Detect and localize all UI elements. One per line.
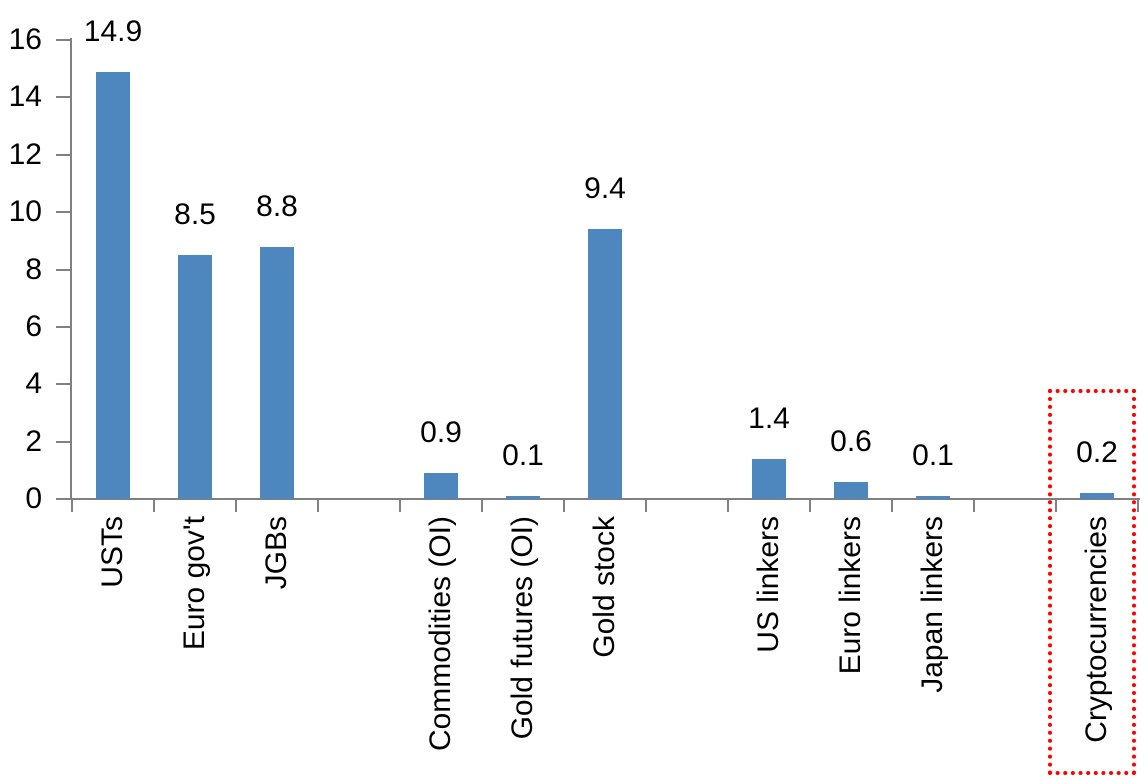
x-axis-line [70, 498, 1140, 500]
bar-value-label: 14.9 [83, 15, 143, 48]
y-axis-tick [56, 383, 70, 386]
y-axis-tick [56, 498, 70, 500]
x-axis-tick [317, 499, 319, 512]
highlight-box [1048, 389, 1136, 775]
bar [96, 72, 130, 499]
y-axis-tick [56, 440, 70, 443]
bar-value-label: 0.1 [502, 439, 544, 472]
category-label: Commodities (OI) [424, 516, 457, 752]
bar-value-label: 8.5 [174, 198, 216, 231]
y-tick-label: 2 [25, 424, 42, 458]
category-label: US linkers [752, 516, 785, 653]
x-axis-tick [481, 499, 483, 512]
x-axis-tick [891, 499, 893, 512]
bar [916, 496, 950, 499]
bar-value-label: 0.6 [830, 425, 872, 458]
y-axis-tick [56, 268, 70, 271]
bar [752, 459, 786, 499]
y-axis-tick [56, 96, 70, 99]
bar [834, 482, 868, 499]
y-tick-label: 16 [8, 23, 42, 56]
category-label: Japan linkers [916, 516, 949, 693]
bar [506, 496, 540, 499]
x-axis-tick [153, 499, 155, 512]
x-axis-tick [973, 499, 975, 512]
x-axis-tick [645, 499, 647, 512]
x-axis-tick [727, 499, 729, 512]
x-axis-tick [399, 499, 401, 512]
bar [260, 247, 294, 499]
y-tick-label: 0 [25, 482, 42, 515]
bar-value-label: 0.9 [420, 416, 462, 449]
category-label: Gold stock [588, 516, 621, 658]
y-tick-label: 8 [25, 252, 42, 286]
category-label: Gold futures (OI) [506, 516, 539, 740]
x-axis-tick [1055, 499, 1057, 512]
x-axis-tick [1137, 499, 1139, 512]
y-axis-tick [56, 325, 70, 328]
x-axis-tick [235, 499, 237, 512]
category-label: Euro linkers [834, 516, 867, 675]
y-tick-label: 4 [25, 367, 42, 401]
y-axis-tick [56, 211, 70, 214]
bar [1080, 493, 1114, 499]
y-tick-label: 12 [8, 137, 42, 171]
category-label: USTs [96, 516, 129, 588]
bar [178, 255, 212, 499]
y-axis-line [70, 38, 72, 499]
y-tick-label: 14 [8, 80, 42, 114]
category-label: JGBs [260, 516, 293, 590]
x-axis-tick [563, 499, 565, 512]
x-axis-tick [71, 499, 73, 512]
y-axis-tick [56, 153, 70, 156]
x-axis-tick [809, 499, 811, 512]
bar-value-label: 0.2 [1076, 436, 1118, 469]
y-tick-label: 10 [8, 195, 42, 229]
bar [424, 473, 458, 499]
y-axis-tick [56, 39, 70, 41]
category-label: Euro gov't [178, 516, 211, 651]
y-tick-label: 6 [25, 309, 42, 343]
bar [588, 229, 622, 499]
bar-value-label: 1.4 [748, 402, 790, 435]
bar-value-label: 8.8 [256, 190, 298, 223]
bar-value-label: 9.4 [584, 172, 626, 205]
bar-value-label: 0.1 [912, 439, 954, 472]
